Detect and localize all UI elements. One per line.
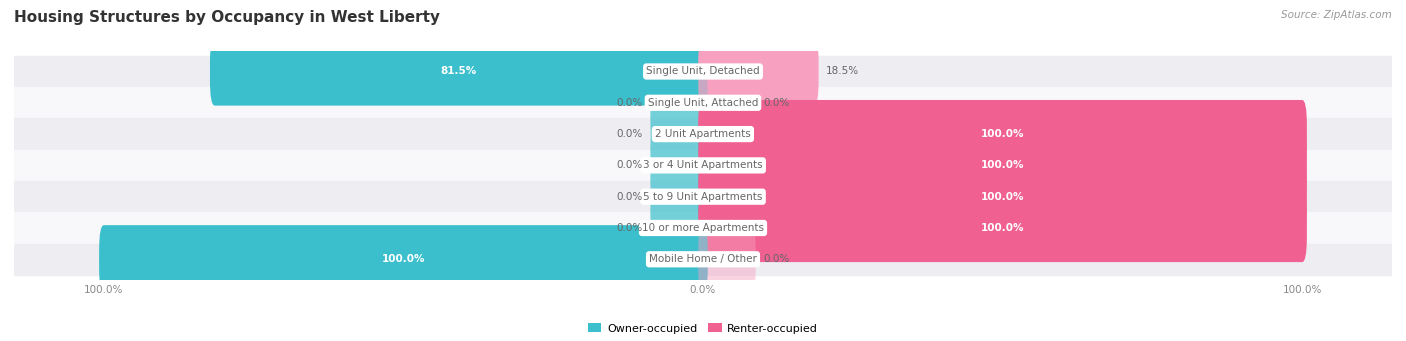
Text: Mobile Home / Other: Mobile Home / Other: [650, 254, 756, 264]
Bar: [14, 87, 1392, 118]
Text: Housing Structures by Occupancy in West Liberty: Housing Structures by Occupancy in West …: [14, 10, 440, 25]
Bar: [14, 56, 1392, 87]
Text: 100.0%: 100.0%: [981, 192, 1025, 202]
Bar: [14, 118, 1392, 150]
Text: 5 to 9 Unit Apartments: 5 to 9 Unit Apartments: [644, 192, 762, 202]
Text: 3 or 4 Unit Apartments: 3 or 4 Unit Apartments: [643, 160, 763, 170]
FancyBboxPatch shape: [699, 69, 755, 137]
FancyBboxPatch shape: [651, 163, 707, 231]
Text: Single Unit, Detached: Single Unit, Detached: [647, 66, 759, 76]
Text: 10 or more Apartments: 10 or more Apartments: [643, 223, 763, 233]
FancyBboxPatch shape: [651, 69, 707, 137]
FancyBboxPatch shape: [100, 225, 707, 293]
Text: 100.0%: 100.0%: [981, 160, 1025, 170]
Text: 0.0%: 0.0%: [617, 98, 643, 108]
FancyBboxPatch shape: [699, 163, 1306, 231]
Bar: [14, 150, 1392, 181]
Text: 2 Unit Apartments: 2 Unit Apartments: [655, 129, 751, 139]
FancyBboxPatch shape: [699, 38, 818, 106]
Legend: Owner-occupied, Renter-occupied: Owner-occupied, Renter-occupied: [583, 319, 823, 338]
Text: 100.0%: 100.0%: [981, 223, 1025, 233]
Bar: [14, 181, 1392, 212]
Text: 0.0%: 0.0%: [617, 129, 643, 139]
Text: Source: ZipAtlas.com: Source: ZipAtlas.com: [1281, 10, 1392, 20]
Bar: [14, 243, 1392, 275]
FancyBboxPatch shape: [651, 100, 707, 168]
FancyBboxPatch shape: [699, 131, 1306, 199]
Text: Single Unit, Attached: Single Unit, Attached: [648, 98, 758, 108]
Text: 18.5%: 18.5%: [825, 66, 859, 76]
Text: 0.0%: 0.0%: [763, 254, 789, 264]
FancyBboxPatch shape: [651, 131, 707, 199]
FancyBboxPatch shape: [699, 225, 755, 293]
Text: 81.5%: 81.5%: [440, 66, 477, 76]
FancyBboxPatch shape: [699, 194, 1306, 262]
Text: 100.0%: 100.0%: [981, 129, 1025, 139]
FancyBboxPatch shape: [209, 38, 707, 106]
Bar: [14, 212, 1392, 243]
Text: 0.0%: 0.0%: [763, 98, 789, 108]
Text: 0.0%: 0.0%: [617, 192, 643, 202]
FancyBboxPatch shape: [651, 194, 707, 262]
Text: 0.0%: 0.0%: [617, 160, 643, 170]
Text: 0.0%: 0.0%: [617, 223, 643, 233]
Text: 100.0%: 100.0%: [381, 254, 425, 264]
FancyBboxPatch shape: [699, 100, 1306, 168]
